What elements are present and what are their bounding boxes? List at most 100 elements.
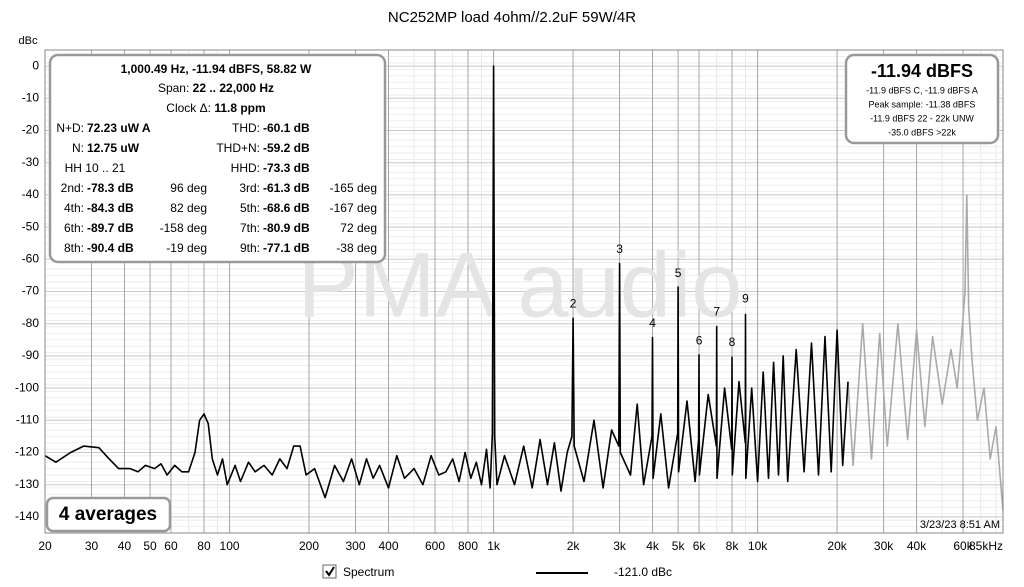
y-tick-label: -60	[22, 251, 40, 265]
y-tick-label: -80	[22, 316, 40, 330]
x-tick-label: 5k	[672, 539, 686, 553]
harmonic-label: 6	[696, 334, 703, 348]
x-tick-label: 10k	[748, 539, 768, 553]
readout-value: -78.3 dB	[87, 181, 134, 195]
readout-label: THD:	[232, 121, 260, 135]
harmonic-label: 8	[729, 335, 736, 349]
readout-value: -61.3 dB	[263, 181, 310, 195]
plot-border	[44, 49, 1004, 534]
readout-label: N:	[72, 141, 84, 155]
x-tick-label: 600	[425, 539, 445, 553]
readout-value: -80.9 dB	[263, 221, 310, 235]
x-tick-label: 40k	[907, 539, 927, 553]
spectrum-line	[847, 194, 1004, 511]
spectrum-line	[44, 65, 849, 499]
readout-line: Span: 22 .. 22,000 Hz	[158, 81, 274, 95]
y-tick-label: -120	[15, 445, 39, 459]
readout-value: 72.23 uW A	[87, 121, 151, 135]
x-tick-label: 400	[378, 539, 398, 553]
level-line: -11.9 dBFS 22 - 22k UNW	[870, 113, 974, 123]
readout-phase: 96 deg	[170, 181, 207, 195]
y-tick-label: -50	[22, 219, 40, 233]
y-tick-label: -30	[22, 155, 40, 169]
readout-label: 6th:	[64, 221, 84, 235]
readout-line-label: Clock Δ:	[166, 101, 214, 115]
readout-label: HHD:	[231, 161, 260, 175]
readout-value: -73.3 dB	[263, 161, 310, 175]
level-line: Peak sample: -11.38 dBFS	[869, 99, 976, 109]
x-tick-label: 2k	[567, 539, 581, 553]
readout-value: -89.7 dB	[87, 221, 134, 235]
x-tick-label: 1k	[487, 539, 501, 553]
harmonic-label: 2	[570, 297, 577, 311]
level-title: -11.94 dBFS	[871, 61, 973, 81]
y-tick-label: -70	[22, 284, 40, 298]
readout-value: -60.1 dB	[263, 121, 310, 135]
readout-phase: -165 deg	[330, 181, 377, 195]
readout-label: N+D:	[56, 121, 84, 135]
y-tick-label: -40	[22, 187, 40, 201]
x-tick-label: 85kHz	[969, 539, 1003, 553]
readout-box	[48, 53, 387, 264]
readout-label: THD+N:	[216, 141, 260, 155]
y-tick-label: -10	[22, 90, 40, 104]
level-line: -35.0 dBFS >22k	[888, 127, 956, 137]
x-tick-label: 30k	[874, 539, 894, 553]
readout-label: 4th:	[64, 201, 84, 215]
timestamp: 3/23/23 8:51 AM	[920, 519, 1000, 531]
x-tick-label: 60k	[953, 539, 973, 553]
y-axis-label: dBc	[19, 35, 38, 47]
readout-value: -59.2 dB	[263, 141, 310, 155]
readout-label: 2nd:	[61, 181, 84, 195]
x-tick-label: 4k	[646, 539, 660, 553]
readout-label: 7th:	[240, 221, 260, 235]
harmonic-label: 4	[649, 316, 656, 330]
readout-phase: -19 deg	[166, 241, 207, 255]
x-tick-label: 100	[220, 539, 240, 553]
x-tick-label: 20	[38, 539, 52, 553]
readout-line: Clock Δ: 11.8 ppm	[166, 101, 265, 115]
readout-value: -68.6 dB	[263, 201, 310, 215]
x-tick-label: 30	[85, 539, 99, 553]
y-tick-label: -140	[15, 509, 39, 523]
readout-phase: -38 deg	[336, 241, 377, 255]
x-tick-label: 300	[346, 539, 366, 553]
readout-phase: -167 deg	[330, 201, 377, 215]
y-tick-label: -100	[15, 380, 39, 394]
readout-value: -90.4 dB	[87, 241, 134, 255]
x-tick-label: 20k	[827, 539, 847, 553]
y-tick-label: -110	[16, 412, 39, 426]
readout-label: 9th:	[240, 241, 260, 255]
readout-label: 8th:	[64, 241, 84, 255]
checkmark	[325, 566, 335, 577]
x-tick-label: 60	[164, 539, 178, 553]
legend-value: -121.0 dBc	[614, 565, 672, 579]
harmonic-label: 7	[713, 305, 720, 319]
y-tick-label: -20	[22, 123, 40, 137]
level-box	[844, 53, 1000, 145]
readout-value: -77.1 dB	[263, 241, 310, 255]
chart-title: NC252MP load 4ohm//2.2uF 59W/4R	[388, 9, 636, 26]
x-tick-label: 8k	[726, 539, 740, 553]
readout-header: 1,000.49 Hz, -11.94 dBFS, 58.82 W	[121, 62, 312, 76]
readout-value: -84.3 dB	[87, 201, 134, 215]
y-tick-label: 0	[32, 58, 39, 72]
readout-phase: 72 deg	[340, 221, 377, 235]
readout-value: 12.75 uW	[87, 141, 140, 155]
x-tick-label: 40	[118, 539, 132, 553]
readout-phase: 82 deg	[170, 201, 207, 215]
x-tick-label: 50	[143, 539, 157, 553]
readout-phase: -158 deg	[160, 221, 207, 235]
harmonic-label: 5	[675, 266, 682, 280]
level-line: -11.9 dBFS C, -11.9 dBFS A	[866, 85, 978, 95]
averages-label: 4 averages	[59, 504, 157, 525]
x-tick-label: 800	[458, 539, 478, 553]
readout-label: 5th:	[240, 201, 260, 215]
averages-box	[45, 496, 172, 533]
readout-line-value: 22 .. 22,000 Hz	[193, 81, 274, 95]
harmonic-label: 9	[742, 292, 749, 306]
x-tick-label: 3k	[613, 539, 627, 553]
readout-label: HH 10 .. 21	[65, 161, 126, 175]
